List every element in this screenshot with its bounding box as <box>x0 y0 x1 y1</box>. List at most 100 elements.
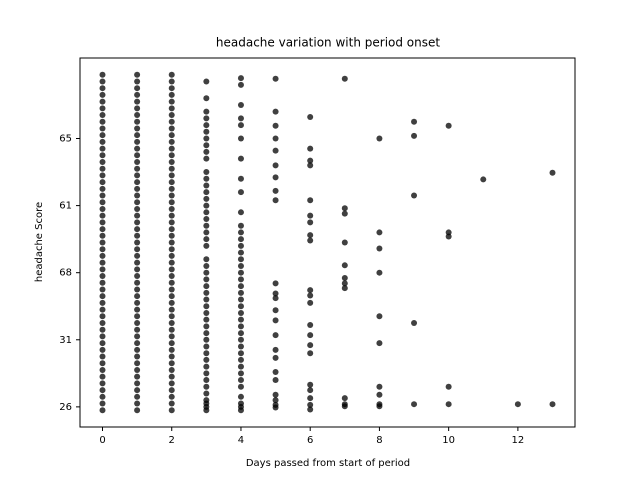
point <box>237 175 244 182</box>
point <box>307 197 314 204</box>
x-axis-label: Days passed from start of period <box>246 458 410 469</box>
point <box>341 239 348 246</box>
point <box>307 145 314 152</box>
point <box>168 98 175 105</box>
point <box>99 152 106 159</box>
point <box>99 145 106 152</box>
point <box>203 142 210 149</box>
point <box>237 289 244 296</box>
point <box>134 299 141 306</box>
point <box>134 165 141 172</box>
point <box>99 346 106 353</box>
point <box>237 323 244 330</box>
point <box>134 353 141 360</box>
point <box>237 283 244 290</box>
plot-frame <box>79 57 576 428</box>
point <box>99 299 106 306</box>
x-tick-label: 4 <box>238 435 244 446</box>
point <box>237 115 244 122</box>
point <box>134 360 141 367</box>
point <box>168 273 175 280</box>
point <box>203 350 210 357</box>
point <box>203 209 210 216</box>
point <box>237 336 244 343</box>
point <box>168 226 175 233</box>
point <box>307 332 314 339</box>
point <box>99 387 106 394</box>
point <box>307 219 314 226</box>
point <box>237 122 244 129</box>
point <box>134 205 141 212</box>
point <box>99 199 106 206</box>
point <box>168 212 175 219</box>
point <box>168 199 175 206</box>
point <box>99 112 106 119</box>
point <box>272 354 279 361</box>
point <box>168 266 175 273</box>
point <box>134 279 141 286</box>
point <box>307 162 314 169</box>
point <box>168 118 175 125</box>
point <box>237 135 244 142</box>
point <box>237 296 244 303</box>
point <box>203 155 210 162</box>
point <box>203 316 210 323</box>
point <box>203 407 210 414</box>
point <box>237 75 244 82</box>
y-tick-label: 68 <box>59 268 72 279</box>
point <box>237 262 244 269</box>
point <box>411 132 418 139</box>
point <box>99 373 106 380</box>
point <box>168 246 175 253</box>
point <box>134 138 141 145</box>
point <box>237 356 244 363</box>
point <box>168 279 175 286</box>
point <box>203 148 210 155</box>
point <box>376 391 383 398</box>
point <box>99 407 106 414</box>
point <box>341 205 348 212</box>
point <box>203 303 210 310</box>
point <box>341 262 348 269</box>
point <box>480 176 487 183</box>
point <box>134 393 141 400</box>
point <box>168 158 175 165</box>
point <box>307 232 314 239</box>
point <box>272 397 279 404</box>
point <box>134 366 141 373</box>
point <box>168 105 175 112</box>
point <box>134 118 141 125</box>
point <box>99 192 106 199</box>
point <box>99 71 106 78</box>
point <box>272 174 279 181</box>
point <box>99 78 106 85</box>
point <box>134 78 141 85</box>
point <box>272 290 279 297</box>
point <box>99 293 106 300</box>
point <box>99 306 106 313</box>
point <box>272 162 279 169</box>
point <box>237 229 244 236</box>
point <box>203 296 210 303</box>
point <box>203 323 210 330</box>
point <box>168 165 175 172</box>
x-tick-label: 8 <box>376 435 382 446</box>
point <box>168 132 175 139</box>
point <box>307 299 314 306</box>
point <box>134 85 141 92</box>
point <box>411 192 418 199</box>
point <box>99 232 106 239</box>
point <box>445 401 452 408</box>
point <box>134 286 141 293</box>
point <box>203 189 210 196</box>
point <box>307 212 314 219</box>
point <box>445 122 452 129</box>
point <box>134 71 141 78</box>
y-tick-label: 65 <box>59 134 72 145</box>
point <box>168 112 175 119</box>
point <box>237 256 244 263</box>
point <box>237 370 244 377</box>
point <box>203 363 210 370</box>
point <box>134 313 141 320</box>
point <box>99 91 106 98</box>
